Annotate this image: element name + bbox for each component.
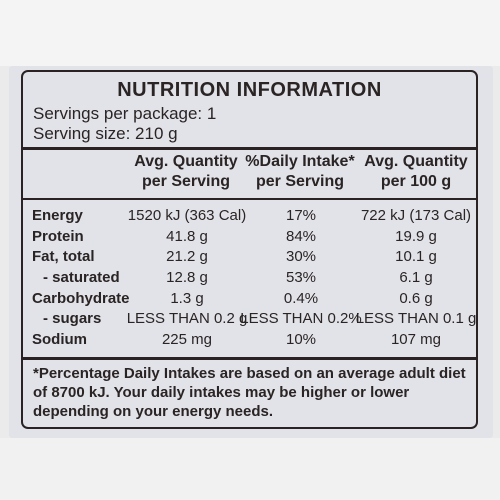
table-row: Protein 41.8 g 84% 19.9 g <box>23 227 478 248</box>
table-row: - sugars LESS THAN 0.2 g LESS THAN 0.2% … <box>23 309 478 330</box>
nutrient-label: - sugars <box>43 310 102 328</box>
nutrient-label: Protein <box>32 227 84 245</box>
daily-intake-value: 30% <box>285 248 317 266</box>
per-serving-value: LESS THAN 0.2 g <box>126 310 248 328</box>
footnote-divider <box>23 357 476 360</box>
per-serving-value: 225 mg <box>161 331 213 349</box>
background-bottom <box>0 438 500 500</box>
per-serving-value: 1.3 g <box>170 289 204 307</box>
column-header-per-serving: Avg. Quantity per Serving <box>126 152 246 192</box>
per-serving-value: 41.8 g <box>166 227 208 245</box>
nutrition-panel: NUTRITION INFORMATION Servings per packa… <box>21 70 478 429</box>
per-serving-value: 1520 kJ (363 Cal) <box>127 207 247 224</box>
per-100g-value: 6.1 g <box>399 269 433 287</box>
per-serving-value: 21.2 g <box>166 248 208 266</box>
nutrient-label: Sodium <box>32 331 87 349</box>
column-header-divider <box>23 198 476 200</box>
background-top <box>0 0 500 66</box>
per-100g-value: 0.6 g <box>399 289 433 307</box>
panel-title: NUTRITION INFORMATION <box>117 79 382 101</box>
column-header-line: Avg. Quantity <box>364 153 468 170</box>
daily-intake-value: 84% <box>285 227 317 245</box>
nutrient-label: Carbohydrate <box>32 289 130 307</box>
daily-intake-value: 53% <box>285 269 317 287</box>
servings-per-package: Servings per package: 1 <box>33 104 217 123</box>
column-header-line: per Serving <box>255 173 345 190</box>
daily-intake-value: 0.4% <box>283 289 319 307</box>
column-header-line: per 100 g <box>380 173 452 190</box>
table-row: Fat, total 21.2 g 30% 10.1 g <box>23 247 478 268</box>
column-header-line: Avg. Quantity <box>134 153 238 170</box>
column-header-daily-intake: %Daily Intake* per Serving <box>240 152 360 192</box>
column-header-line: per Serving <box>141 173 231 190</box>
column-header-per-100g: Avg. Quantity per 100 g <box>356 152 476 192</box>
per-100g-value: 19.9 g <box>395 227 437 245</box>
per-100g-value: LESS THAN 0.1 g <box>355 310 477 328</box>
per-100g-value: 107 mg <box>390 331 442 349</box>
daily-intake-value: 17% <box>285 207 317 224</box>
table-row: Energy 1520 kJ (363 Cal) 17% 722 kJ (173… <box>23 206 478 227</box>
per-100g-value: 722 kJ (173 Cal) <box>360 207 472 224</box>
per-100g-value: 10.1 g <box>395 248 437 266</box>
header-divider <box>23 147 476 150</box>
nutrient-label: - saturated <box>43 269 120 287</box>
daily-intake-value: LESS THAN 0.2% <box>240 310 362 328</box>
nutrient-table: Energy 1520 kJ (363 Cal) 17% 722 kJ (173… <box>23 206 478 351</box>
serving-size: Serving size: 210 g <box>33 124 178 143</box>
label-panel: NUTRITION INFORMATION Servings per packa… <box>9 66 493 438</box>
table-row: Carbohydrate 1.3 g 0.4% 0.6 g <box>23 289 478 310</box>
nutrient-label: Energy <box>32 207 83 224</box>
nutrient-label: Fat, total <box>32 248 95 266</box>
daily-intake-value: 10% <box>285 331 317 349</box>
footnote: *Percentage Daily Intakes are based on a… <box>33 365 466 420</box>
per-serving-value: 12.8 g <box>166 269 208 287</box>
table-row: Sodium 225 mg 10% 107 mg <box>23 330 478 351</box>
column-header-line: %Daily Intake* <box>245 153 355 170</box>
table-row: - saturated 12.8 g 53% 6.1 g <box>23 268 478 289</box>
